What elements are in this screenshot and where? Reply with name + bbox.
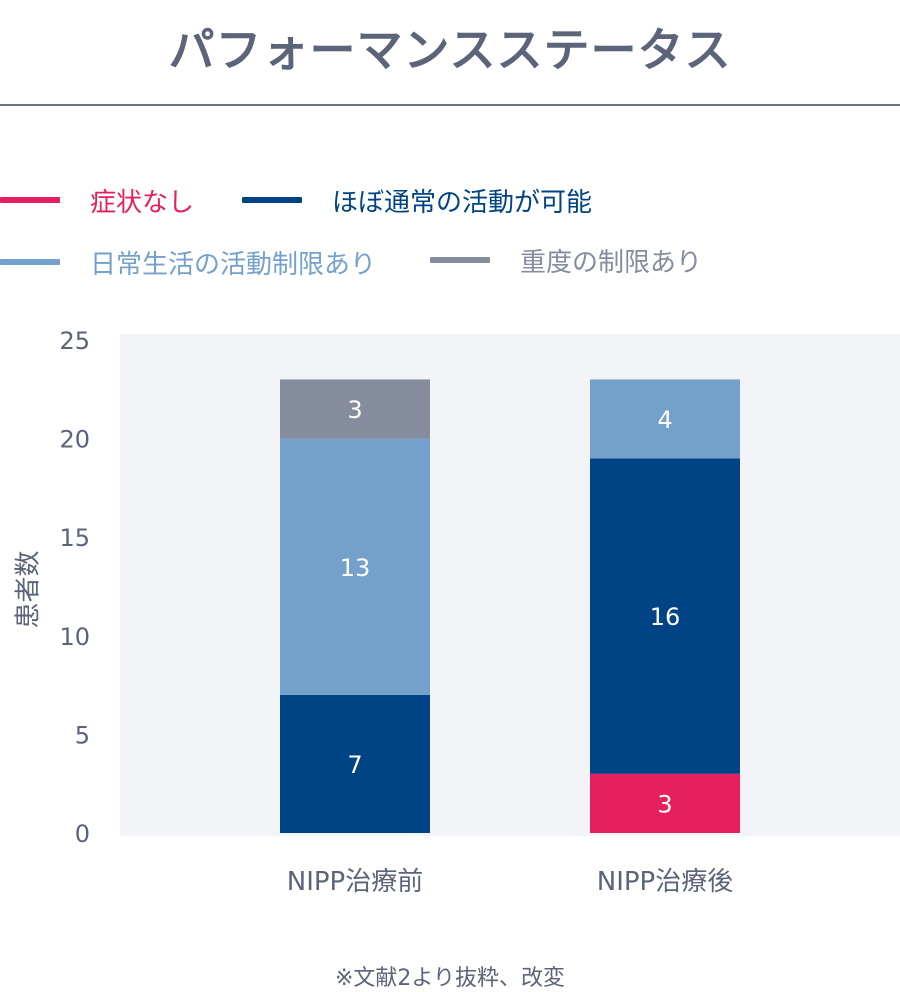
y-tick-label-25: 25: [59, 327, 90, 355]
x-tick-label-1: NIPP治療前: [287, 867, 423, 897]
legend-item-limited-daily: 日常生活の活動制限あり: [0, 242, 376, 282]
legend-item-severe: 重度の制限あり: [430, 240, 702, 280]
bar-segment-2-1: [590, 773, 740, 833]
legend-swatch-limited-daily: [0, 259, 60, 265]
legend-label-limited-daily: 日常生活の活動制限あり: [90, 249, 377, 280]
y-tick-label-0: 0: [75, 820, 90, 848]
bar-segment-2-2: [590, 458, 740, 774]
legend-label-symptom-free: 症状なし: [90, 187, 195, 218]
y-tick-label-10: 10: [59, 623, 90, 651]
y-tick-label-20: 20: [59, 426, 90, 454]
legend-label-severe: 重度の制限あり: [520, 247, 703, 278]
bar-segment-1-4: [280, 379, 430, 439]
x-tick-label-2: NIPP治療後: [597, 867, 733, 897]
y-tick-label-5: 5: [75, 721, 90, 749]
data-label-2-1: 3: [657, 790, 672, 818]
legend-label-near-normal: ほぼ通常の活動が可能: [332, 187, 593, 218]
data-label-1-3: 13: [340, 554, 371, 582]
legend-swatch-severe: [430, 257, 490, 263]
legend-swatch-symptom-free: [0, 197, 60, 203]
plot-area: [120, 334, 900, 836]
legend-item-near-normal: ほぼ通常の活動が可能: [242, 180, 592, 220]
stacked-bar-chart: 0 5 10 15 20 25 7 13 3 NIPP治療前 3 16 4 NIPP治療後: [59, 327, 900, 897]
bar-segment-1-3: [280, 438, 430, 695]
data-label-2-3: 4: [657, 406, 672, 434]
legend-item-symptom-free: 症状なし: [0, 180, 194, 220]
data-label-1-2: 7: [347, 751, 362, 779]
y-axis-title: 患者数: [13, 550, 44, 629]
source-footnote: ※文献2より抜粋、改変: [335, 966, 565, 991]
bar-segment-1-2: [280, 694, 430, 833]
data-label-2-2: 16: [650, 603, 681, 631]
bar-segment-2-3: [590, 379, 740, 459]
chart-title: パフォーマンスステータス: [168, 23, 732, 77]
legend-swatch-near-normal: [242, 197, 302, 203]
data-label-1-4: 3: [347, 396, 362, 424]
y-tick-label-15: 15: [59, 524, 90, 552]
title-divider: [0, 104, 900, 106]
